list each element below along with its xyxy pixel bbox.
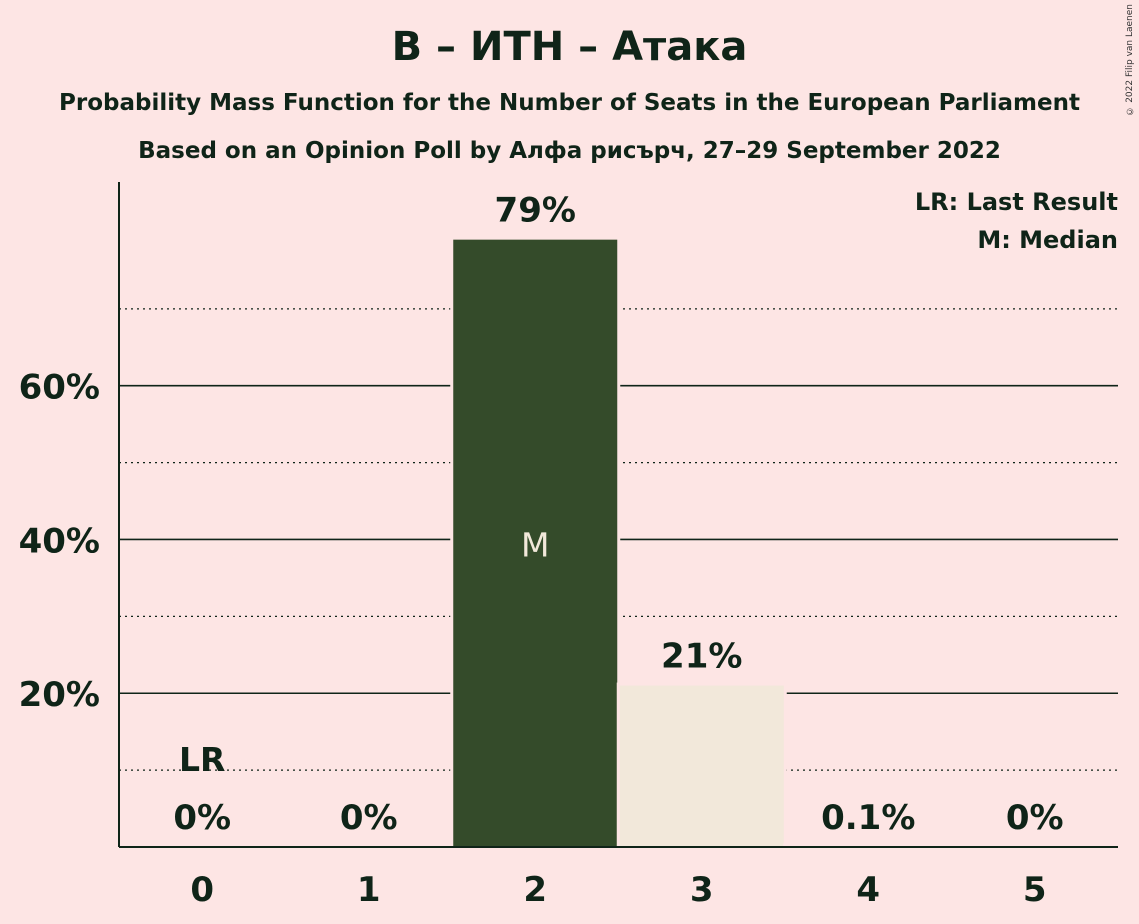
axes: 20% 40% 60% 0 1 2 3 4 5 xyxy=(19,182,1118,910)
chart-title: В – ИТН – Атака xyxy=(391,24,748,70)
chart-subtitle: Probability Mass Function for the Number… xyxy=(59,90,1080,116)
x-tick-label: 4 xyxy=(856,870,880,910)
x-tick-label: 5 xyxy=(1023,870,1047,910)
median-marker: M xyxy=(521,525,549,564)
last-result-marker: LR xyxy=(179,740,225,779)
x-tick-label: 2 xyxy=(523,870,547,910)
bar xyxy=(619,685,784,847)
labels: 0% LR 0% 79% M 21% 0.1% 0% LR: Last Result M: Med… xyxy=(173,188,1118,838)
data-label: 79% xyxy=(495,191,576,231)
x-tick-label: 3 xyxy=(690,870,714,910)
y-tick-label: 60% xyxy=(19,368,100,408)
x-tick-label: 1 xyxy=(357,870,381,910)
x-tick-label: 0 xyxy=(190,870,214,910)
bar-gap xyxy=(783,843,954,847)
chart-subtitle-poll: Based on an Opinion Poll by Алфа рисърч,… xyxy=(138,138,1001,164)
bar xyxy=(453,239,618,848)
data-label: 0% xyxy=(340,798,398,838)
y-tick-label: 20% xyxy=(19,675,100,715)
legend-entry: LR: Last Result xyxy=(915,188,1118,216)
data-label: 0% xyxy=(173,798,231,838)
data-label: 0% xyxy=(1006,798,1064,838)
legend-entry: M: Median xyxy=(977,226,1118,254)
bars xyxy=(450,236,954,848)
data-label: 0.1% xyxy=(821,798,915,838)
y-tick-label: 40% xyxy=(19,521,100,561)
data-label: 21% xyxy=(661,637,742,677)
